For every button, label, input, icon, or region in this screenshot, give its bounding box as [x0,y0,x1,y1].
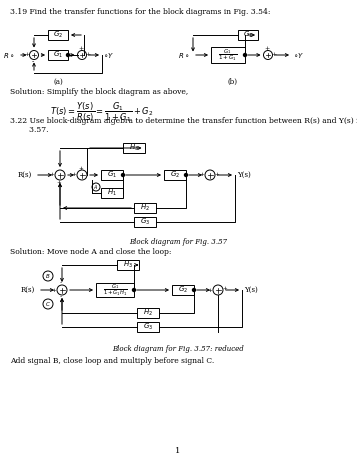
Text: +: + [271,51,277,56]
Text: +: + [200,172,204,177]
Text: $G_1$: $G_1$ [107,170,117,180]
Text: (b): (b) [228,78,238,86]
Bar [48,50,68,60]
Text: +: + [208,287,212,292]
Circle shape [66,54,70,56]
Text: +: + [52,287,56,292]
Circle shape [132,288,136,292]
Text: Solution: Move node A and close the loop:: Solution: Move node A and close the loop… [10,248,171,256]
Text: 3.57.: 3.57. [10,126,49,134]
Text: $\dfrac{G_1}{1+G_1}$: $\dfrac{G_1}{1+G_1}$ [218,47,237,63]
Text: $A$: $A$ [94,183,99,191]
Text: R(s): R(s) [21,286,35,294]
Text: -: - [60,294,62,299]
Bar [238,30,258,40]
Circle shape [192,288,196,292]
Text: (a): (a) [53,78,63,86]
Text: $T(s)=\dfrac{Y(s)}{R(s)}=\dfrac{G_1}{1+G_1}+G_2$: $T(s)=\dfrac{Y(s)}{R(s)}=\dfrac{G_1}{1+G… [50,100,154,124]
Text: -: - [60,280,62,286]
Text: $R\circ$: $R\circ$ [178,50,190,60]
Circle shape [121,174,125,176]
Bar [96,283,134,297]
Text: +: + [24,53,30,57]
Text: $H_2$: $H_2$ [143,308,153,318]
Text: Block diagram for Fig. 3.57: Block diagram for Fig. 3.57 [129,238,227,246]
Text: $G_1$: $G_1$ [243,30,253,40]
Text: +: + [85,51,91,56]
Text: 1: 1 [175,447,181,455]
Text: $G_3$: $G_3$ [143,322,153,332]
Text: +: + [79,165,84,170]
Text: $R\circ$: $R\circ$ [4,50,15,60]
Text: +: + [57,180,61,184]
Text: 3.19 Find the transfer functions for the block diagrams in Fig. 3.54:: 3.19 Find the transfer functions for the… [10,8,271,16]
Bar [134,217,156,227]
Text: $\circ Y$: $\circ Y$ [103,50,114,60]
Text: $H_2$: $H_2$ [140,203,150,213]
Text: $H_3$: $H_3$ [122,260,132,270]
Text: Y(s): Y(s) [237,171,251,179]
Text: Solution: Simplify the block diagram as above,: Solution: Simplify the block diagram as … [10,88,188,96]
Bar [137,322,159,332]
Circle shape [243,54,246,56]
Text: $H_1$: $H_1$ [107,188,117,198]
Bar [134,203,156,213]
Text: $G_2$: $G_2$ [170,170,180,180]
Bar [48,30,68,40]
Text: $\circ Y$: $\circ Y$ [293,50,304,60]
Bar [137,308,159,318]
Bar [211,47,245,63]
Text: 3.22 Use block-diagram algebra to determine the transfer function between R(s) a: 3.22 Use block-diagram algebra to determ… [10,117,357,125]
Text: Y(s): Y(s) [244,286,258,294]
Bar [164,170,186,180]
Text: $G_1$: $G_1$ [53,50,63,60]
Bar [101,170,123,180]
Text: +: + [265,47,270,51]
Bar [122,143,145,153]
Text: +: + [223,286,227,292]
Bar [172,285,194,295]
Text: Block diagram for Fig. 3.57: reduced: Block diagram for Fig. 3.57: reduced [112,345,244,353]
Text: -: - [32,58,34,66]
Bar [101,188,123,198]
Text: $H_3$: $H_3$ [129,143,139,153]
Text: $G_2$: $G_2$ [178,285,188,295]
Text: +: + [79,47,84,51]
Text: R(s): R(s) [18,171,32,179]
Bar [116,260,139,270]
Text: $\dfrac{G_1}{1+G_1H_1}$: $\dfrac{G_1}{1+G_1H_1}$ [102,282,127,298]
Text: $B$: $B$ [45,272,51,280]
Text: $C$: $C$ [45,300,51,308]
Text: Add signal B, close loop and multiply before signal C.: Add signal B, close loop and multiply be… [10,357,214,365]
Circle shape [185,174,187,176]
Text: $G_3$: $G_3$ [140,217,150,227]
Text: +: + [215,171,219,176]
Text: +: + [72,172,76,177]
Text: $G_2$: $G_2$ [53,30,63,40]
Text: +: + [50,172,54,177]
